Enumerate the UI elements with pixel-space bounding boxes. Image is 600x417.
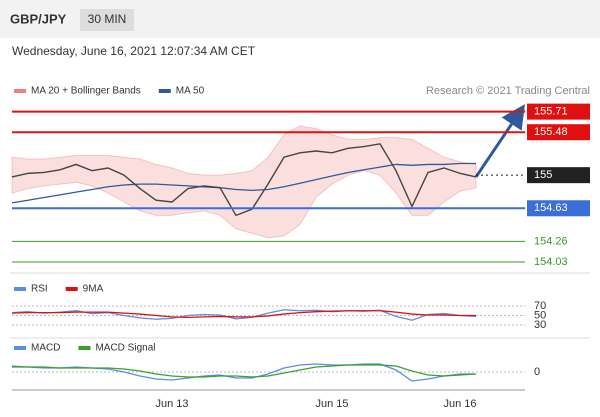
series-line bbox=[11, 309, 477, 321]
forecast-arrow bbox=[474, 104, 526, 178]
series-line bbox=[11, 310, 476, 319]
legend-swatch bbox=[65, 287, 78, 291]
level-label: 155 bbox=[534, 169, 552, 181]
level-box bbox=[527, 124, 590, 141]
legend-swatch bbox=[14, 346, 26, 350]
level-label: 154.63 bbox=[534, 202, 568, 214]
x-tick-label: Jun 15 bbox=[315, 398, 348, 410]
price-line bbox=[11, 143, 477, 217]
x-tick-label: Jun 16 bbox=[443, 398, 476, 410]
legend-swatch bbox=[78, 346, 91, 350]
legend-label: MACD bbox=[31, 343, 60, 354]
level-box bbox=[527, 167, 590, 184]
legend-label: 9MA bbox=[83, 284, 104, 295]
interval[interactable]: 30 MIN bbox=[88, 12, 127, 26]
y-tick-label: 50 bbox=[534, 309, 546, 321]
series-line bbox=[11, 162, 476, 204]
level-label: 155.48 bbox=[534, 126, 568, 138]
symbol: GBP/JPY bbox=[10, 11, 67, 26]
level-label: 155.71 bbox=[534, 106, 568, 118]
y-tick-label: 0 bbox=[534, 366, 540, 378]
credit: Research © 2021 Trading Central bbox=[426, 85, 590, 97]
legend-label: MA 20 + Bollinger Bands bbox=[31, 86, 141, 97]
y-tick-label: 70 bbox=[534, 300, 546, 312]
legend-label: MA 50 bbox=[176, 86, 205, 97]
legend-label: MACD Signal bbox=[95, 343, 155, 354]
level-label: 154.03 bbox=[534, 256, 568, 268]
date: Wednesday, June 16, 2021 12:07:34 AM CET bbox=[12, 44, 256, 58]
level-label: 154.26 bbox=[534, 235, 568, 247]
level-box bbox=[527, 200, 590, 217]
legend-swatch bbox=[158, 89, 171, 93]
legend-label: RSI bbox=[31, 284, 48, 295]
y-tick-label: 30 bbox=[534, 319, 546, 331]
legend-swatch bbox=[14, 89, 26, 93]
x-tick-label: Jun 13 bbox=[155, 398, 188, 410]
legend-swatch bbox=[14, 287, 26, 291]
bollinger-band bbox=[11, 125, 477, 239]
level-box bbox=[527, 103, 590, 120]
series-line bbox=[12, 364, 477, 378]
interval-button[interactable] bbox=[80, 9, 134, 31]
